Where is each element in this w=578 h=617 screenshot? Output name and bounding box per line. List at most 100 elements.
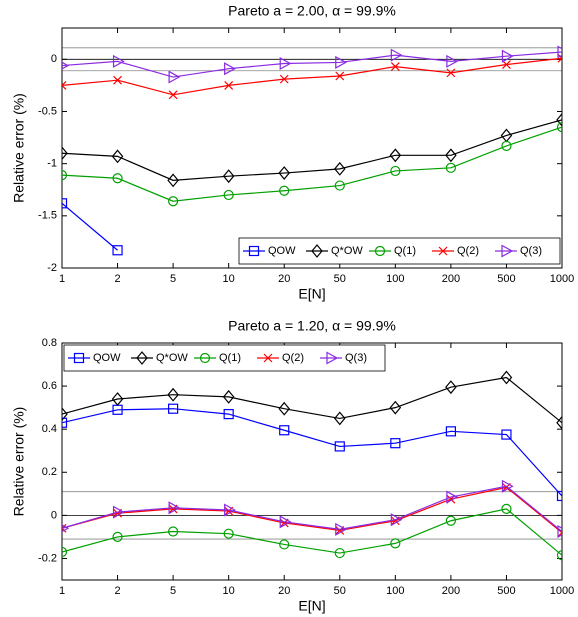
marker bbox=[224, 62, 236, 76]
marker bbox=[445, 380, 457, 395]
marker bbox=[502, 60, 511, 69]
y-tick-label: -0.5 bbox=[38, 105, 57, 117]
x-tick-label: 2 bbox=[114, 273, 120, 285]
line bbox=[62, 508, 562, 556]
x-tick-label: 10 bbox=[223, 273, 235, 285]
y-axis-label: Relative error (%) bbox=[11, 93, 27, 203]
marker bbox=[167, 387, 179, 402]
marker bbox=[136, 351, 148, 365]
marker bbox=[445, 426, 456, 437]
marker bbox=[168, 403, 179, 414]
marker bbox=[333, 161, 346, 176]
marker bbox=[62, 80, 67, 90]
axes-box bbox=[61, 342, 563, 581]
marker bbox=[167, 173, 179, 188]
y-tick-label: 0.2 bbox=[42, 466, 57, 478]
marker bbox=[501, 479, 514, 493]
line bbox=[62, 376, 562, 424]
marker bbox=[168, 501, 181, 515]
marker bbox=[224, 503, 236, 517]
y-tick-label: -2 bbox=[47, 262, 57, 274]
marker bbox=[501, 429, 512, 440]
marker bbox=[556, 415, 562, 430]
marker bbox=[390, 538, 401, 549]
legend-label: QOW bbox=[93, 352, 121, 364]
marker bbox=[279, 515, 292, 529]
x-tick-label: 100 bbox=[386, 585, 404, 597]
marker bbox=[62, 407, 68, 422]
y-tick-label: -0.2 bbox=[38, 552, 57, 564]
marker bbox=[112, 531, 123, 543]
axes-box bbox=[61, 27, 563, 269]
y-tick-label: 0.8 bbox=[42, 337, 57, 349]
x-tick-label: 1000 bbox=[550, 585, 574, 597]
marker bbox=[222, 169, 235, 184]
marker bbox=[168, 196, 179, 207]
line bbox=[62, 408, 562, 497]
y-axis-label: Relative error (%) bbox=[11, 407, 27, 517]
marker bbox=[111, 392, 124, 406]
marker bbox=[112, 505, 125, 519]
marker bbox=[168, 70, 181, 84]
marker bbox=[224, 80, 234, 90]
series bbox=[62, 370, 562, 430]
series bbox=[62, 112, 562, 188]
series bbox=[62, 479, 562, 539]
x-tick-label: 500 bbox=[497, 585, 515, 597]
marker bbox=[334, 441, 345, 452]
marker bbox=[390, 513, 403, 527]
legend-label: QOW bbox=[268, 245, 296, 257]
legend-label: Q(2) bbox=[282, 352, 304, 364]
marker bbox=[62, 61, 70, 70]
marker bbox=[335, 71, 345, 81]
line bbox=[62, 51, 562, 78]
x-tick-label: 5 bbox=[170, 585, 176, 597]
marker bbox=[556, 550, 562, 561]
series bbox=[62, 122, 562, 207]
marker bbox=[438, 246, 448, 256]
series bbox=[62, 45, 562, 84]
marker bbox=[390, 62, 400, 72]
line bbox=[62, 126, 562, 202]
marker bbox=[222, 389, 235, 404]
marker bbox=[374, 245, 386, 257]
series bbox=[62, 198, 123, 256]
marker bbox=[263, 353, 273, 363]
marker bbox=[199, 352, 211, 364]
marker bbox=[445, 148, 457, 163]
marker bbox=[279, 185, 290, 196]
y-tick-label: -1 bbox=[47, 158, 57, 170]
marker bbox=[390, 438, 401, 449]
x-tick-label: 2 bbox=[114, 585, 120, 597]
marker bbox=[279, 539, 290, 550]
marker bbox=[446, 68, 456, 78]
marker bbox=[556, 122, 562, 133]
x-axis-label: E[N] bbox=[298, 286, 325, 302]
marker bbox=[62, 417, 68, 428]
marker bbox=[501, 503, 512, 514]
legend-label: Q(2) bbox=[457, 245, 479, 257]
marker bbox=[557, 525, 562, 539]
marker bbox=[112, 54, 125, 68]
legend-label: Q(3) bbox=[345, 352, 367, 364]
marker bbox=[556, 490, 562, 502]
legend-label: Q(1) bbox=[219, 352, 241, 364]
marker bbox=[445, 162, 456, 173]
x-tick-label: 50 bbox=[334, 585, 346, 597]
marker bbox=[73, 352, 85, 364]
line bbox=[62, 57, 562, 96]
x-tick-label: 20 bbox=[278, 273, 290, 285]
marker bbox=[112, 245, 123, 256]
line bbox=[62, 119, 562, 181]
x-tick-label: 50 bbox=[334, 273, 346, 285]
x-tick-label: 100 bbox=[386, 273, 404, 285]
line bbox=[62, 486, 562, 534]
x-tick-label: 1 bbox=[59, 273, 65, 285]
line bbox=[62, 485, 562, 532]
marker bbox=[390, 165, 401, 177]
y-tick-label: 0.4 bbox=[42, 423, 57, 435]
legend-label: Q(3) bbox=[520, 245, 542, 257]
marker bbox=[334, 547, 345, 559]
chart-title: Pareto a = 2.00, α = 99.9% bbox=[228, 3, 396, 19]
